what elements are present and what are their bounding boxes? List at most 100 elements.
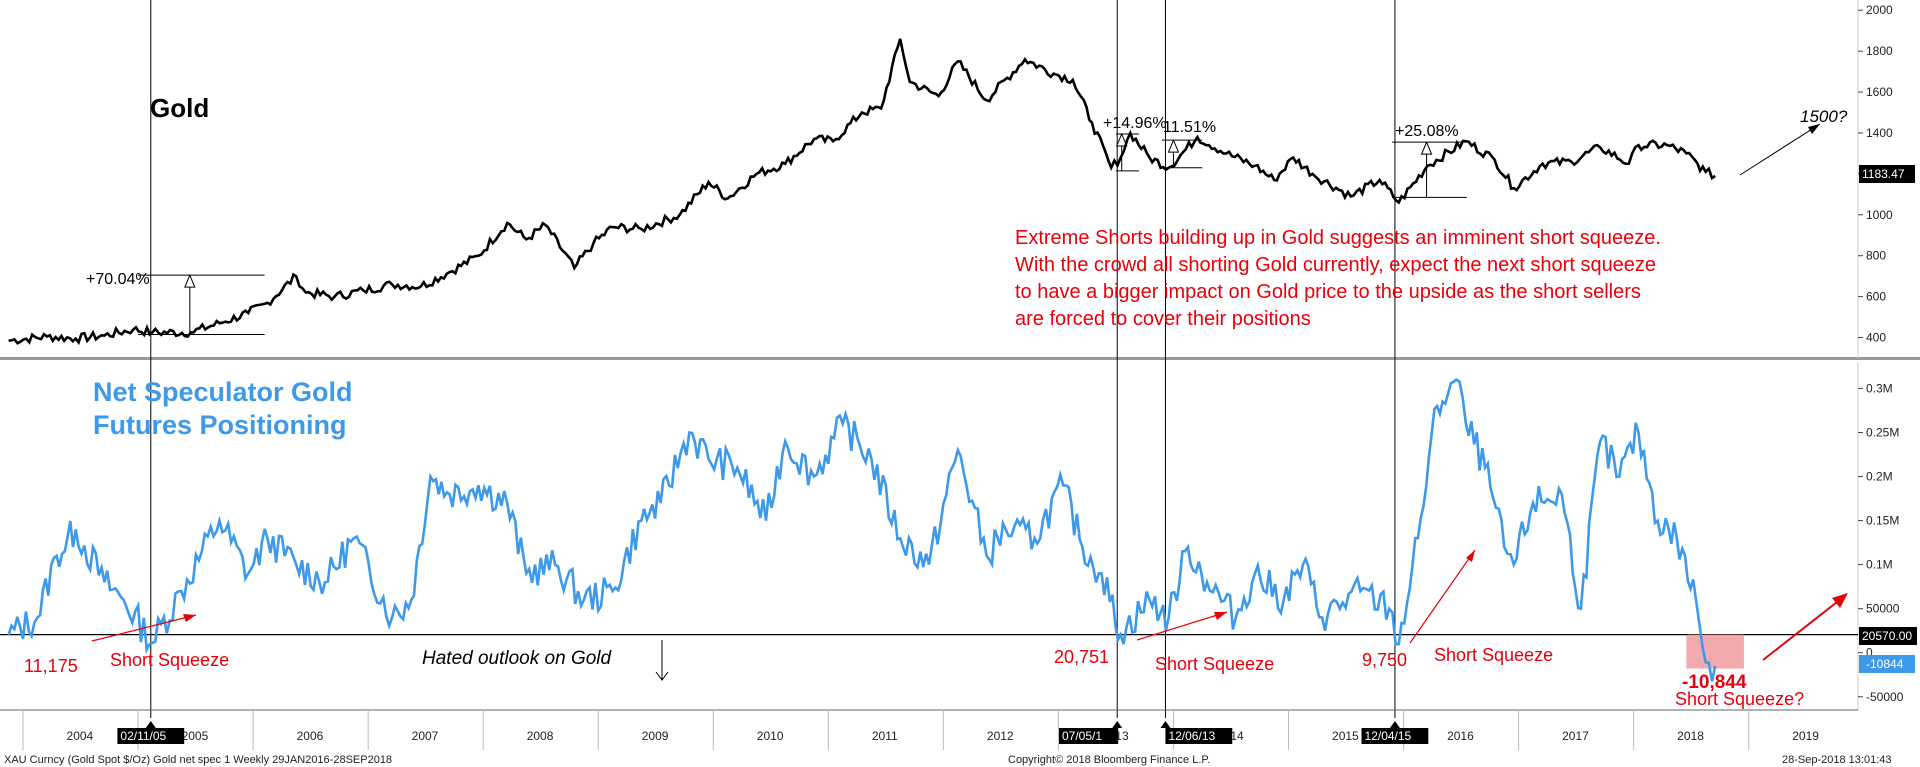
- top-panel: [0, 0, 1858, 358]
- positioning-y-tick-label: 0.2M: [1866, 470, 1893, 484]
- footer-left: XAU Curncy (Gold Spot $/Oz) Gold net spe…: [4, 754, 392, 766]
- gain-label-1: +70.04%: [86, 271, 150, 288]
- gold-y-tick-label: 1800: [1866, 44, 1893, 58]
- short-squeeze-highlight-box: [1686, 634, 1744, 669]
- year-label: 2019: [1792, 729, 1819, 743]
- squeeze-arrows: [91, 549, 1847, 661]
- positioning-y-tick-label: 50000: [1866, 602, 1900, 616]
- reference-value-tag: [1859, 627, 1917, 645]
- positioning-title-line-1: Net Speculator Gold: [93, 377, 353, 407]
- year-label: 2017: [1562, 729, 1589, 743]
- year-label: 2009: [642, 729, 669, 743]
- low-label-4: -10,844: [1682, 672, 1747, 693]
- positioning-y-axis: -50000 0 50000 0.1M 0.15M 0.2M 0.25M 0.3M: [1858, 381, 1904, 704]
- gold-y-tick-label: 1600: [1866, 85, 1893, 99]
- year-label: 2006: [297, 729, 324, 743]
- bracket-arrowhead: [184, 273, 196, 288]
- year-label: 2010: [757, 729, 784, 743]
- date-tag-label: 12/04/15: [1365, 729, 1412, 743]
- squeeze-arrowhead-2: [1214, 612, 1227, 620]
- low-label-3: 9,750: [1362, 650, 1407, 670]
- squeeze-arrowhead-3: [1466, 550, 1475, 562]
- year-label: 2005: [182, 729, 209, 743]
- squeeze-label-2: Short Squeeze: [1155, 654, 1274, 674]
- date-tag-label: 07/05/1: [1062, 729, 1102, 743]
- gain-label-3: 11.51%: [1163, 119, 1216, 136]
- squeeze-arrowhead-1: [183, 614, 196, 622]
- target-label: 1500?: [1800, 107, 1848, 126]
- gain-brackets: [138, 132, 1467, 335]
- date-tag-pointer: [1112, 721, 1123, 728]
- commentary-line-2: With the crowd all shorting Gold current…: [1015, 254, 1656, 276]
- positioning-last-value-tag: [1859, 655, 1915, 673]
- year-label: 2008: [527, 729, 554, 743]
- squeeze-label-1: Short Squeeze: [110, 650, 229, 670]
- bottom-panel: [0, 362, 1858, 708]
- date-tag-box: [1361, 728, 1429, 744]
- squeeze-arrow-1: [91, 614, 197, 642]
- date-tag-box: [1059, 728, 1119, 744]
- gold-y-tick-label: 2000: [1866, 3, 1893, 17]
- gold-price-line: [8, 38, 1716, 346]
- year-label: 2007: [412, 729, 439, 743]
- date-tag-label: 02/11/05: [120, 729, 166, 743]
- footer-bar: [0, 750, 1920, 767]
- hated-down-arrowhead: [655, 671, 669, 681]
- net-speculator-positioning-line: [7, 377, 1717, 682]
- commentary-line-1: Extreme Shorts building up in Gold sugge…: [1015, 227, 1661, 249]
- positioning-y-tick-label: 0.1M: [1866, 558, 1893, 572]
- bracket-arrowhead: [1115, 132, 1128, 147]
- squeeze-label-4: Short Squeeze?: [1675, 689, 1804, 709]
- date-tag-label: 12/06/13: [1168, 729, 1215, 743]
- bracket-arrowhead: [1420, 140, 1433, 155]
- footer-right: 28-Sep-2018 13:01:43: [1782, 754, 1891, 766]
- date-tag-box: [1165, 728, 1233, 744]
- target-arrowhead: [1808, 124, 1820, 134]
- event-vertical-lines: [150, 0, 1396, 718]
- gold-last-value-tag: [1859, 165, 1915, 183]
- squeeze-label-3: Short Squeeze: [1434, 645, 1553, 665]
- commentary-line-4: are forced to cover their positions: [1015, 308, 1311, 330]
- year-label: 2018: [1677, 729, 1704, 743]
- squeeze-arrowheads: [183, 550, 1848, 622]
- positioning-y-tick-label: 0.15M: [1866, 514, 1899, 528]
- gold-y-tick-label: 600: [1866, 290, 1886, 304]
- year-label: 2016: [1447, 729, 1474, 743]
- year-label: 2011: [872, 729, 898, 743]
- gold-y-tick-label: 1000: [1866, 208, 1893, 222]
- squeeze-arrow-2: [1136, 611, 1228, 641]
- squeeze-arrow-4: [1762, 594, 1847, 661]
- positioning-y-tick-label: 0.3M: [1866, 381, 1893, 395]
- commentary-line-3: to have a bigger impact on Gold price to…: [1015, 281, 1641, 303]
- target-arrow: [1739, 123, 1821, 176]
- x-axis: 2004200520062007200820092010201120122013…: [0, 709, 1858, 750]
- low-label-1: 11,175: [24, 656, 78, 676]
- gain-label-2: +14.96%: [1103, 115, 1167, 132]
- date-tag-box: [117, 728, 185, 744]
- gold-y-tick-label: 400: [1866, 331, 1886, 345]
- positioning-title-line-2: Futures Positioning: [93, 410, 347, 440]
- year-label: 2004: [67, 729, 94, 743]
- gold-last-value: 1183.47: [1862, 167, 1905, 181]
- date-tag-pointer: [145, 721, 156, 728]
- positioning-y-tick-label: 0: [1866, 646, 1873, 660]
- gold-y-tick-label: 1400: [1866, 126, 1893, 140]
- squeeze-arrowhead-4: [1832, 593, 1848, 608]
- date-tag-pointer: [1160, 721, 1171, 728]
- gold-y-tick-label: 800: [1866, 249, 1886, 263]
- year-label: 2012: [987, 729, 1014, 743]
- footer-center: Copyright© 2018 Bloomberg Finance L.P.: [1008, 754, 1210, 766]
- gold-title: Gold: [150, 93, 209, 123]
- positioning-y-tick-label: 0.25M: [1866, 425, 1899, 439]
- gain-label-4: +25.08%: [1395, 123, 1459, 140]
- date-tag-pointer: [1389, 721, 1400, 728]
- low-label-2: 20,751: [1054, 647, 1109, 667]
- hated-outlook-label: Hated outlook on Gold: [422, 648, 613, 669]
- squeeze-arrow-3: [1409, 549, 1476, 644]
- positioning-last-value: -10844: [1866, 657, 1904, 671]
- reference-value: 20570.00: [1862, 629, 1912, 643]
- positioning-y-tick-label: -50000: [1866, 690, 1904, 704]
- bracket-arrowhead: [1167, 138, 1180, 153]
- year-label: 2015: [1332, 729, 1359, 743]
